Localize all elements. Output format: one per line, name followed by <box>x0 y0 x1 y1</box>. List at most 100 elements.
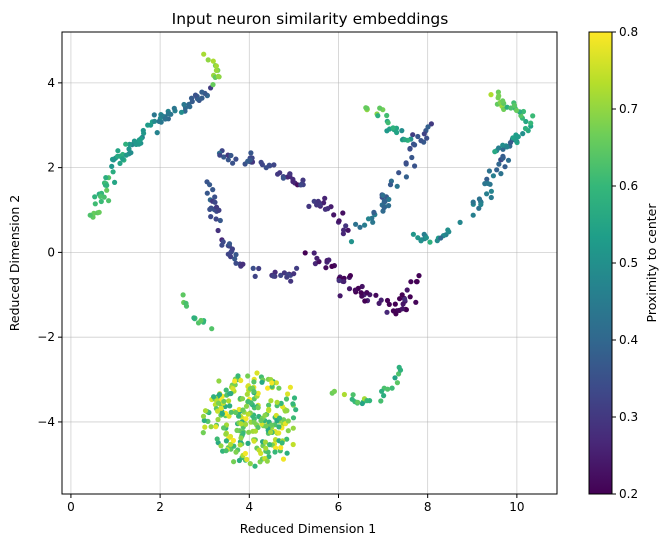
scatter-point <box>236 413 242 419</box>
scatter-point <box>340 231 346 237</box>
scatter-point <box>381 204 387 211</box>
plot-area-frame <box>61 31 558 495</box>
scatter-point <box>232 378 238 384</box>
scatter-point <box>298 182 304 188</box>
scatter-point <box>109 163 115 169</box>
scatter-point <box>243 416 249 422</box>
scatter-point <box>202 408 209 414</box>
scatter-point <box>267 163 273 169</box>
scatter-point <box>280 456 287 462</box>
scatter-point <box>264 458 270 464</box>
scatter-point <box>240 407 246 413</box>
scatter-point <box>343 223 349 229</box>
scatter-point <box>228 152 234 159</box>
scatter-point <box>209 326 215 332</box>
scatter-point <box>490 173 496 179</box>
scatter-point <box>200 430 206 436</box>
scatter-point <box>256 447 262 453</box>
scatter-point <box>210 82 216 88</box>
scatter-point <box>349 396 355 402</box>
colorbar-tick-label: 0.8 <box>619 25 638 39</box>
scatter-point <box>376 300 382 306</box>
scatter-point <box>311 250 317 256</box>
scatter-point <box>425 124 431 130</box>
scatter-point <box>281 417 287 423</box>
scatter-point <box>294 265 300 271</box>
scatter-point <box>500 98 506 104</box>
points-layer <box>87 51 536 469</box>
scatter-point <box>207 206 213 212</box>
scatter-point <box>336 277 342 284</box>
colorbar-tick-label: 0.4 <box>619 333 638 347</box>
scatter-point <box>162 116 168 122</box>
scatter-point <box>92 201 98 207</box>
scatter-point <box>407 294 413 300</box>
scatter-point <box>112 179 118 185</box>
scatter-point <box>290 441 296 448</box>
scatter-point <box>270 273 276 279</box>
scatter-point <box>181 101 187 108</box>
scatter-point <box>413 299 419 305</box>
scatter-point <box>528 120 534 126</box>
scatter-point <box>97 193 104 199</box>
scatter-point <box>402 296 408 302</box>
scatter-point <box>396 364 402 370</box>
scatter-point <box>386 196 392 202</box>
scatter-point <box>392 301 398 307</box>
scatter-point <box>104 187 110 193</box>
scatter-point <box>230 386 236 392</box>
scatter-point <box>215 416 221 423</box>
scatter-point <box>243 403 250 409</box>
scatter-point <box>496 93 502 99</box>
scatter-point <box>219 411 225 417</box>
scatter-point <box>216 378 222 384</box>
scatter-point <box>191 315 197 321</box>
scatter-point <box>226 398 232 404</box>
scatter-point <box>114 153 121 159</box>
scatter-point <box>488 194 494 201</box>
x-tick-label: 2 <box>156 500 164 514</box>
scatter-point <box>237 442 243 448</box>
scatter-point <box>239 396 246 402</box>
scatter-point <box>213 216 219 222</box>
scatter-point <box>171 105 177 111</box>
scatter-point <box>234 427 240 433</box>
scatter-point <box>478 201 484 208</box>
scatter-point <box>258 159 264 165</box>
scatter-point <box>226 241 233 247</box>
scatter-point <box>252 428 259 434</box>
scatter-point <box>250 265 256 271</box>
scatter-point <box>385 386 391 392</box>
scatter-point <box>263 423 269 429</box>
scatter-point <box>403 160 409 166</box>
scatter-point <box>140 127 146 134</box>
scatter-point <box>505 157 512 163</box>
scatter-point <box>223 431 229 437</box>
scatter-point <box>223 438 229 444</box>
scatter-point <box>265 385 271 391</box>
chart-title: Input neuron similarity embeddings <box>172 10 449 28</box>
scatter-point <box>238 421 244 427</box>
scatter-point <box>244 456 250 462</box>
scatter-point <box>500 154 506 161</box>
colorbar-tick-label: 0.7 <box>619 102 638 116</box>
scatter-point <box>347 273 353 279</box>
scatter-point <box>373 292 379 298</box>
y-axis-label: Reduced Dimension 2 <box>7 195 22 332</box>
scatter-point <box>268 398 274 404</box>
scatter-point <box>230 437 236 444</box>
scatter-point <box>302 250 308 256</box>
scatter-point <box>199 89 205 95</box>
scatter-point <box>396 170 402 176</box>
scatter-point <box>290 179 296 185</box>
scatter-point <box>216 207 222 213</box>
scatter-point <box>246 429 252 435</box>
scatter-point <box>104 182 110 188</box>
scatter-point <box>412 163 418 169</box>
scatter-point <box>278 400 284 406</box>
scatter-point <box>202 424 208 430</box>
scatter-point <box>488 92 494 98</box>
x-tick-label: 10 <box>509 500 524 514</box>
scatter-point <box>262 412 268 418</box>
scatter-point <box>323 265 329 271</box>
